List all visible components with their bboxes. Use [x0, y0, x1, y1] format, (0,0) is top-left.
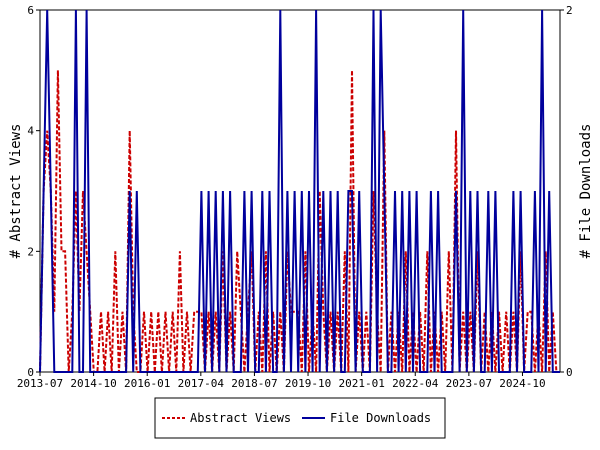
x-tick-label: 2019-10: [285, 377, 331, 390]
x-tick-label: 2022-04: [392, 377, 439, 390]
right-tick-label: 0: [566, 366, 573, 379]
legend-label-file-downloads: File Downloads: [330, 411, 431, 425]
legend-label-abstract-views: Abstract Views: [190, 411, 291, 425]
x-tick-label: 2021-01: [338, 377, 384, 390]
x-tick-label: 2014-10: [70, 377, 116, 390]
x-tick-label: 2018-07: [231, 377, 277, 390]
series-line-file-downloads: [39, 9, 560, 373]
x-tick-label: 2017-04: [178, 377, 225, 390]
right-tick-label: 2: [566, 4, 573, 17]
x-axis-ticks: 2013-07 2014-10 2016-01 2017-04 2018-07 2019-…: [17, 372, 546, 390]
left-tick-label: 6: [27, 4, 34, 17]
series-layer: [39, 9, 561, 373]
x-tick-label: 2024-10: [499, 377, 545, 390]
left-axis-title: # Abstract Views: [8, 124, 24, 259]
left-tick-label: 2: [27, 245, 34, 258]
legend-box: [154, 397, 446, 439]
right-axis-ticks: 02: [560, 4, 573, 379]
left-tick-label: 4: [27, 125, 34, 138]
x-tick-label: 2023-07: [446, 377, 492, 390]
x-tick-label: 2016-01: [124, 377, 170, 390]
x-tick-label: 2013-07: [17, 377, 63, 390]
right-axis-title: # File Downloads: [578, 124, 594, 259]
legend: Abstract Views File Downloads: [154, 397, 446, 439]
left-axis-ticks: 0 2 4 6: [27, 4, 40, 379]
left-tick-label: 0: [27, 366, 34, 379]
